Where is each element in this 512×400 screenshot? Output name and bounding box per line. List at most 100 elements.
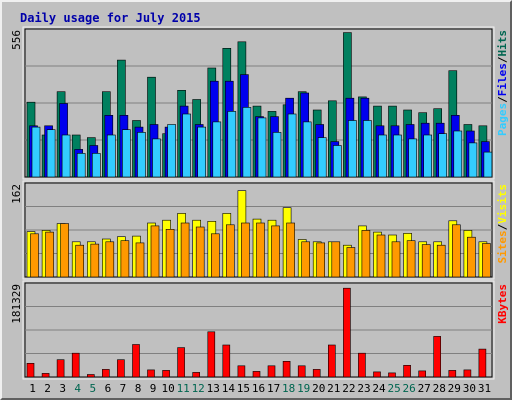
- legend-separator: /: [496, 96, 509, 103]
- bar-pages-day-1: [31, 126, 41, 178]
- bar-kbytes-day-11: [177, 347, 185, 378]
- bar-kbytes-day-29: [448, 370, 457, 378]
- bar-kbytes-day-16: [252, 371, 261, 378]
- bar-pages-day-2: [46, 129, 56, 178]
- legend-hits: Hits: [496, 30, 509, 57]
- bar-sites-day-28: [436, 244, 446, 278]
- bar-sites-day-20: [316, 242, 326, 278]
- bar-kbytes-day-28: [433, 336, 442, 378]
- bar-kbytes-day-19: [297, 365, 306, 378]
- x-tick-label: 11: [177, 382, 190, 395]
- bar-pages-day-28: [438, 133, 448, 178]
- bar-pages-day-29: [453, 130, 463, 178]
- bar-kbytes-day-3: [56, 359, 65, 378]
- bar-pages-day-31: [483, 151, 493, 178]
- x-tick-label: 22: [342, 382, 355, 395]
- panel-bevel: [22, 26, 495, 180]
- x-tick-label: 21: [327, 382, 340, 395]
- bar-pages-day-27: [423, 134, 433, 178]
- bar-kbytes-day-15: [237, 365, 246, 378]
- panel-2: 162 Sites/Visits: [10, 180, 509, 280]
- bar-kbytes-day-24: [373, 371, 381, 378]
- bar-kbytes-day-30: [463, 369, 472, 378]
- bar-pages-day-11: [182, 113, 191, 178]
- bar-sites-day-13: [211, 233, 220, 278]
- legend: KBytes: [496, 284, 509, 324]
- x-tick-label: 13: [207, 382, 220, 395]
- bar-pages-day-18: [287, 113, 297, 178]
- bar-pages-day-15: [242, 107, 252, 178]
- bar-kbytes-day-7: [117, 359, 125, 378]
- chart-panels: 556Pages/Files/Hits162Sites/Visits181329…: [10, 26, 509, 380]
- bar-sites-day-31: [482, 243, 491, 278]
- legend-kbytes: KBytes: [496, 284, 509, 324]
- bar-kbytes-day-14: [222, 344, 231, 378]
- bar-kbytes-day-17: [267, 365, 276, 378]
- bar-kbytes-day-10: [162, 370, 170, 378]
- x-tick-label: 20: [312, 382, 325, 395]
- bar-pages-day-21: [332, 145, 342, 178]
- x-tick-label: 15: [237, 382, 250, 395]
- panel-bevel: [22, 280, 495, 380]
- legend-visits: Visits: [496, 184, 509, 224]
- legend: Sites/Visits: [496, 184, 509, 264]
- series-sites: [30, 222, 491, 278]
- x-tick-label: 31: [478, 382, 491, 395]
- bar-sites-day-6: [105, 241, 115, 278]
- bar-pages-day-14: [227, 111, 237, 178]
- x-tick-label: 7: [120, 382, 127, 395]
- bar-kbytes-day-9: [147, 369, 155, 378]
- bar-kbytes-day-5: [87, 374, 95, 378]
- bar-pages-day-6: [107, 134, 116, 178]
- bar-kbytes-day-12: [192, 372, 200, 378]
- bar-pages-day-13: [212, 121, 222, 178]
- x-tick-label: 9: [150, 382, 157, 395]
- x-tick-label: 6: [105, 382, 112, 395]
- series-pages: [31, 107, 493, 178]
- x-tick-label: 26: [402, 382, 415, 395]
- bar-pages-day-8: [137, 132, 146, 178]
- bar-pages-day-17: [272, 132, 282, 178]
- x-tick-label: 25: [387, 382, 400, 395]
- bar-pages-day-12: [197, 126, 206, 178]
- bar-sites-day-23: [361, 230, 371, 278]
- bar-sites-day-9: [150, 225, 160, 278]
- bar-sites-day-15: [241, 222, 250, 278]
- x-tick-label: 28: [433, 382, 446, 395]
- bar-sites-day-4: [75, 244, 84, 278]
- bar-pages-day-22: [348, 120, 357, 178]
- x-tick-label: 19: [297, 382, 310, 395]
- bar-sites-day-18: [286, 222, 295, 278]
- x-tick-label: 3: [59, 382, 66, 395]
- bar-sites-day-2: [45, 231, 54, 278]
- bar-pages-day-30: [468, 142, 478, 178]
- bar-kbytes-day-20: [312, 369, 321, 378]
- bar-pages-day-4: [76, 153, 86, 178]
- x-tick-label: 27: [418, 382, 431, 395]
- bar-kbytes-day-6: [102, 369, 110, 378]
- bar-sites-day-19: [301, 241, 311, 278]
- max-value-label: 181329: [10, 284, 23, 324]
- legend: Pages/Files/Hits: [496, 30, 509, 136]
- bar-pages-day-9: [152, 138, 161, 178]
- bar-sites-day-26: [406, 240, 416, 278]
- bar-sites-day-17: [271, 225, 280, 278]
- bar-sites-day-21: [331, 241, 341, 278]
- bar-kbytes-day-22: [343, 287, 351, 378]
- bar-kbytes-day-2: [41, 373, 50, 378]
- x-axis: 1 2 3 4 5 6 7 8 9 10 11 12 13 14 15 16 17 18 19 20 21 22 23 24 2…: [29, 382, 491, 395]
- x-tick-label: 1: [29, 382, 36, 395]
- x-tick-label: 30: [463, 382, 476, 395]
- bar-kbytes-day-21: [327, 344, 336, 378]
- bar-sites-day-3: [60, 223, 69, 278]
- x-tick-label: 8: [135, 382, 142, 395]
- bar-pages-day-26: [408, 138, 417, 178]
- bar-sites-day-1: [30, 233, 39, 278]
- x-tick-label: 29: [448, 382, 461, 395]
- bar-sites-day-16: [256, 222, 265, 278]
- bar-sites-day-30: [467, 236, 476, 278]
- bar-pages-day-20: [317, 137, 327, 178]
